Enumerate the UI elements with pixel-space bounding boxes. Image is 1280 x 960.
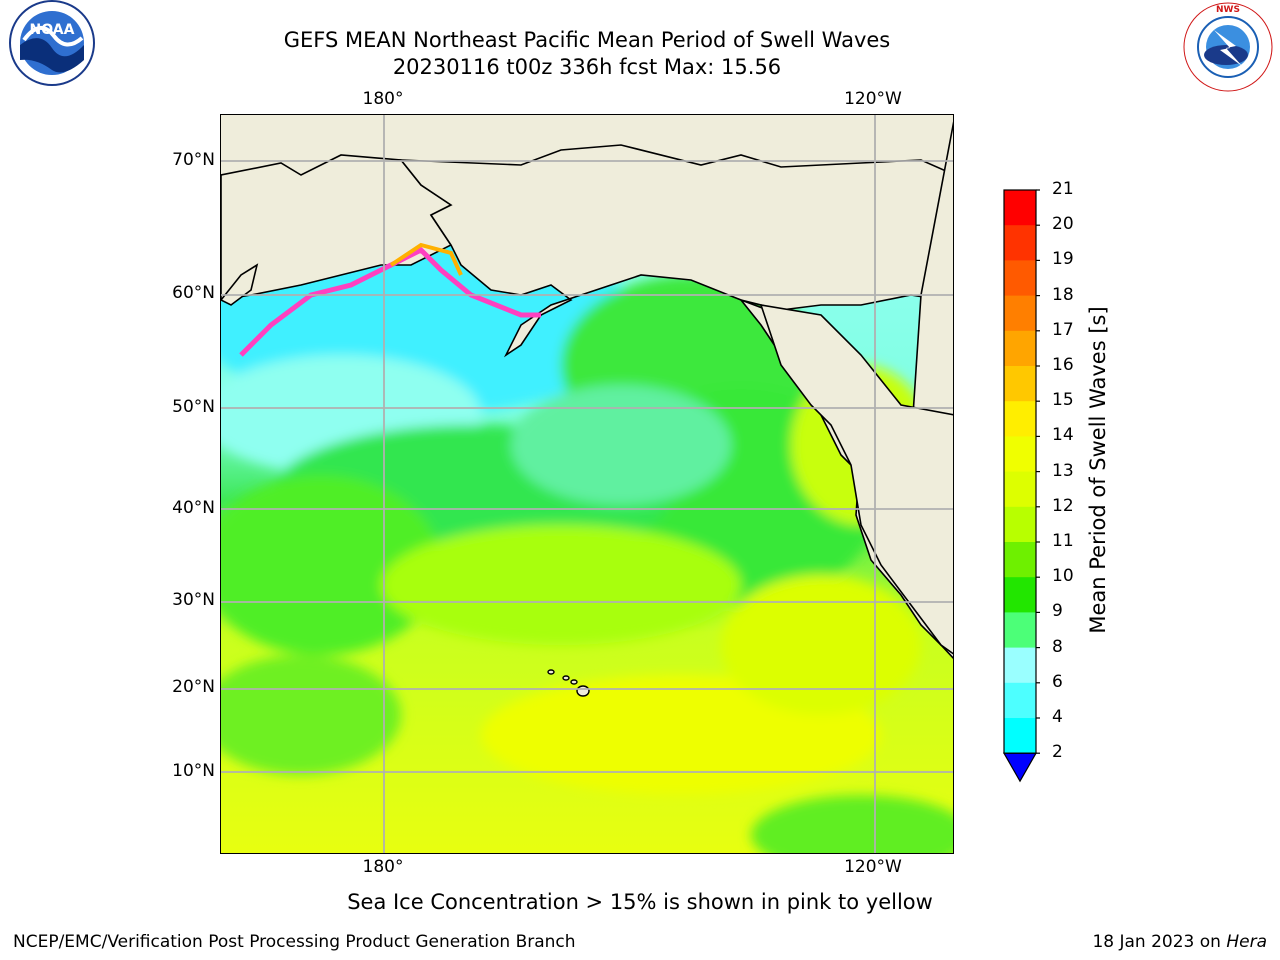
colorbar-tick-label: 8 <box>1052 636 1063 657</box>
colorbar-tick-label: 18 <box>1052 284 1074 305</box>
chart-title: GEFS MEAN Northeast Pacific Mean Period … <box>283 28 891 52</box>
graticule <box>221 115 953 853</box>
colorbar-segment <box>1004 225 1036 261</box>
colorbar-tick-label: 16 <box>1052 355 1074 375</box>
colorbar-segment <box>1004 295 1036 332</box>
colorbar-segment <box>1004 506 1036 543</box>
footer-date-text: 18 Jan 2023 on <box>1092 932 1227 952</box>
colorbar-svg <box>1002 189 1041 783</box>
colorbar-tick-label: 20 <box>1052 214 1074 235</box>
colorbar-segment <box>1004 436 1036 473</box>
footer-host: Hera <box>1226 932 1267 952</box>
lat-label-30n: 30°N <box>172 590 215 610</box>
colorbar-segment <box>1004 401 1036 437</box>
sea-ice-edge <box>239 246 541 357</box>
footer-date: 18 Jan 2023 on Hera <box>1092 932 1267 952</box>
colorbar-segment <box>1004 682 1036 719</box>
colorbar-extend-arrow <box>1002 752 1038 783</box>
colorbar-tick-label: 19 <box>1052 249 1074 270</box>
svg-text:NWS: NWS <box>1216 5 1240 15</box>
colorbar-tick-label: 13 <box>1052 460 1074 481</box>
lon-label-bottom-180: 180° <box>362 857 404 877</box>
colorbar-segment <box>1004 718 1036 754</box>
colorbar-tick-label: 21 <box>1052 179 1074 199</box>
lat-label-10n: 10°N <box>172 761 215 781</box>
footer-credit: NCEP/EMC/Verification Post Processing Pr… <box>13 932 576 952</box>
colorbar-segment <box>1004 330 1036 367</box>
lon-label-top-180: 180° <box>362 89 404 109</box>
colorbar-segment <box>1004 260 1036 297</box>
lat-label-70n: 70°N <box>172 150 215 170</box>
map-svg <box>221 115 953 853</box>
sea-ice-note: Sea Ice Concentration > 15% is shown in … <box>347 890 933 914</box>
colorbar-segment <box>1004 612 1036 649</box>
colorbar-segment <box>1004 366 1036 402</box>
noaa-logo: NOAA <box>0 0 106 110</box>
colorbar-tick-label: 9 <box>1052 601 1063 622</box>
colorbar-tick-label: 2 <box>1052 742 1063 763</box>
lat-label-60n: 60°N <box>172 283 215 303</box>
colorbar-tick-label: 17 <box>1052 319 1074 340</box>
lon-label-bottom-120w: 120°W <box>844 857 902 877</box>
nws-logo: NWS <box>1178 0 1278 104</box>
lat-label-20n: 20°N <box>172 677 215 697</box>
colorbar-tick-label: 14 <box>1052 425 1074 446</box>
colorbar-segment <box>1004 190 1036 226</box>
colorbar-segment <box>1004 542 1036 578</box>
colorbar <box>1000 186 1041 790</box>
colorbar-segment <box>1004 577 1036 613</box>
colorbar-segment <box>1004 647 1036 684</box>
colorbar-tick-label: 12 <box>1052 495 1074 516</box>
map-panel <box>220 114 954 854</box>
noaa-logo-text: NOAA <box>30 22 75 38</box>
lon-label-top-120w: 120°W <box>844 89 902 109</box>
colorbar-tick-label: 6 <box>1052 671 1063 692</box>
sea-ice-edge-yellow <box>389 242 463 276</box>
colorbar-tick-label: 10 <box>1052 566 1074 587</box>
lat-label-40n: 40°N <box>172 498 215 518</box>
lat-label-50n: 50°N <box>172 397 215 417</box>
colorbar-tick-label: 4 <box>1052 707 1063 727</box>
colorbar-title: Mean Period of Swell Waves [s] <box>1086 306 1110 634</box>
chart-subtitle: 20230116 t00z 336h fcst Max: 15.56 <box>392 55 782 79</box>
colorbar-tick-label: 11 <box>1052 531 1074 551</box>
colorbar-tick-label: 15 <box>1052 390 1074 411</box>
colorbar-segment <box>1004 471 1036 508</box>
